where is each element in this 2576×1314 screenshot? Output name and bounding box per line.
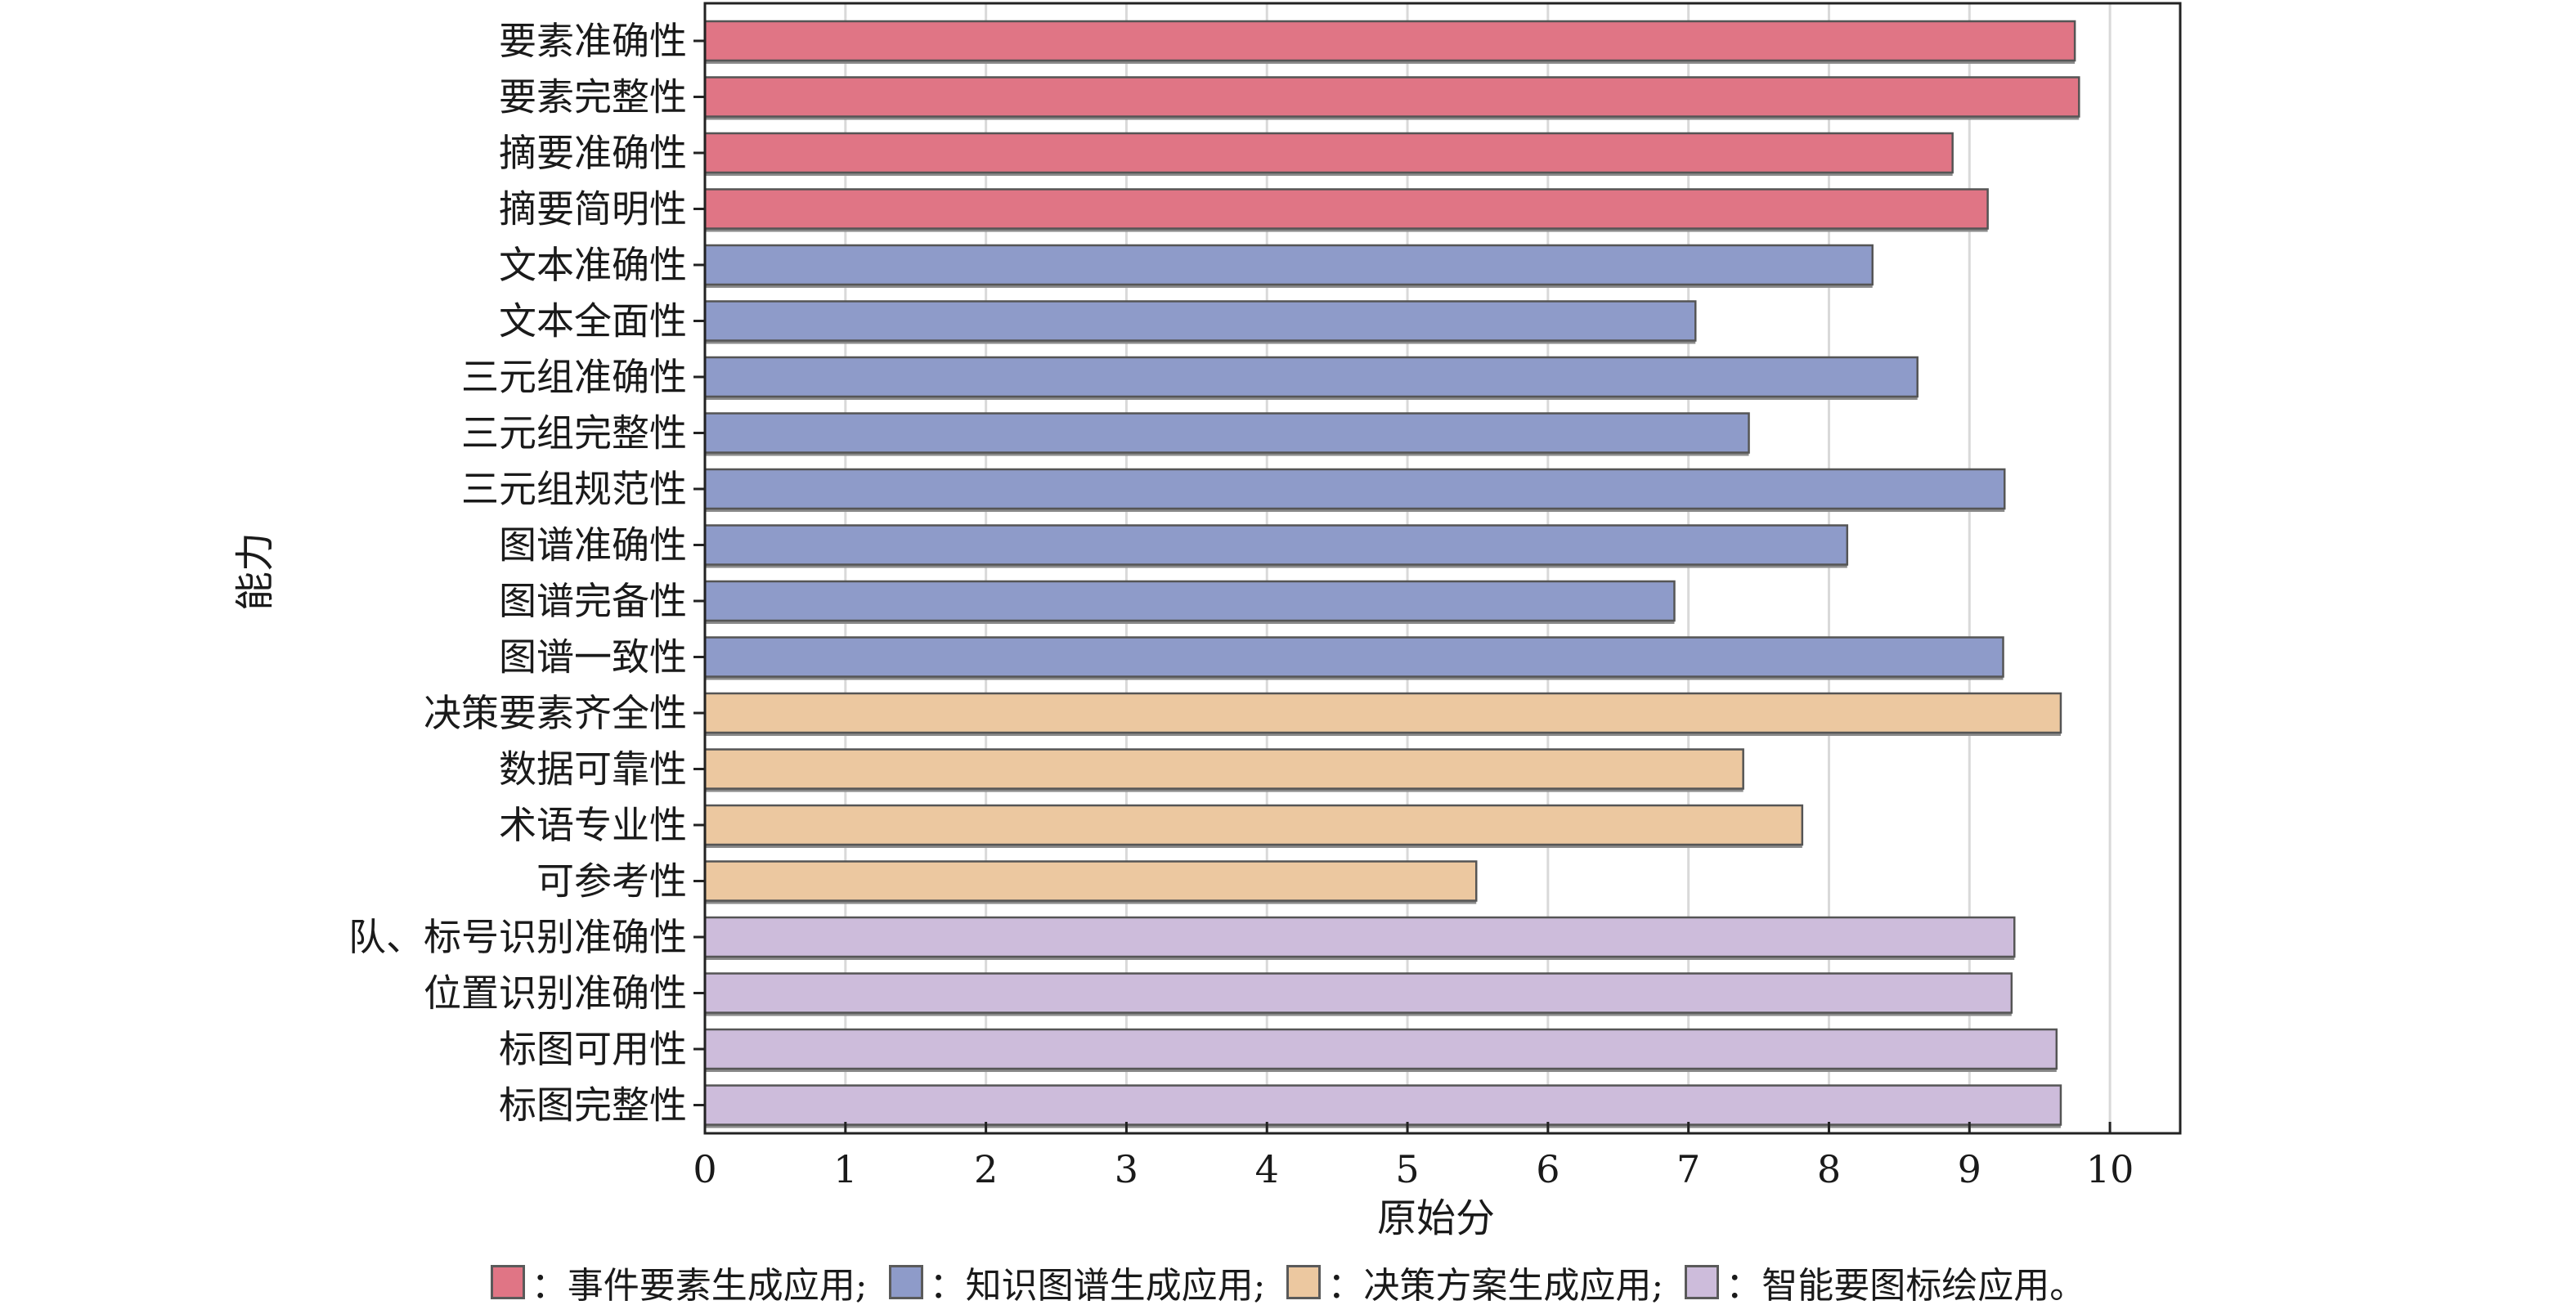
x-ticks: 0 1 2 3 4 5 6 7 8 9 10 — [693, 1122, 2134, 1191]
x-tick-label: 4 — [1255, 1147, 1279, 1191]
legend-item: ：决策方案生成应用; — [1286, 1256, 1663, 1308]
category-label: 位置识别准确性 — [424, 971, 687, 1016]
legend-label: ：知识图谱生成应用; — [929, 1265, 1266, 1307]
category-labels: 要素准确性要素完整性摘要准确性摘要简明性文本准确性文本全面性三元组准确性三元组完… — [348, 19, 705, 1128]
category-label: 术语专业性 — [499, 803, 687, 847]
y-axis-title: 能力 — [232, 532, 278, 611]
category-label: 要素完整性 — [499, 75, 687, 119]
category-label: 队、标号识别准确性 — [348, 915, 687, 959]
x-tick-label: 3 — [1115, 1147, 1138, 1191]
bar — [703, 524, 1849, 566]
bar — [703, 300, 1697, 342]
category-label: 要素准确性 — [499, 19, 687, 63]
bar — [703, 188, 1989, 230]
bar — [703, 916, 2016, 958]
legend: ：事件要素生成应用; ：知识图谱生成应用; ：决策方案生成应用; ：智能要图标绘应用。 — [0, 1256, 2576, 1308]
legend-swatch — [888, 1265, 923, 1299]
legend-item: ：事件要素生成应用; — [490, 1256, 868, 1308]
legend-item: ：知识图谱生成应用; — [888, 1256, 1266, 1308]
x-tick-label: 0 — [693, 1147, 716, 1191]
bar — [703, 244, 1874, 286]
x-tick-label: 9 — [1958, 1147, 1981, 1191]
bar — [703, 412, 1750, 454]
bar — [703, 692, 2062, 734]
legend-swatch — [490, 1265, 525, 1299]
category-label: 文本全面性 — [499, 299, 687, 343]
legend-label: ：决策方案生成应用; — [1327, 1265, 1664, 1307]
bar — [703, 1084, 2062, 1126]
bars — [703, 20, 2080, 1128]
bar — [703, 76, 2080, 118]
x-tick-label: 6 — [1536, 1147, 1560, 1191]
bar — [703, 132, 1954, 174]
category-label: 三元组规范性 — [461, 467, 687, 511]
legend-swatch — [1685, 1265, 1720, 1299]
bar — [703, 20, 2076, 62]
x-tick-label: 5 — [1395, 1147, 1419, 1191]
category-label: 标图可用性 — [499, 1027, 687, 1071]
category-label: 文本准确性 — [499, 243, 687, 287]
bar — [703, 356, 1919, 398]
bar — [703, 636, 2004, 678]
category-label: 三元组准确性 — [461, 355, 687, 399]
x-tick-label: 2 — [974, 1147, 998, 1191]
legend-label: ：智能要图标绘应用。 — [1726, 1265, 2086, 1307]
category-label: 可参考性 — [536, 859, 687, 904]
x-axis-title: 原始分 — [1377, 1195, 1495, 1241]
bar — [703, 860, 1478, 902]
bar — [703, 468, 2006, 510]
category-label: 摘要准确性 — [499, 131, 687, 175]
legend-swatch — [1286, 1265, 1322, 1299]
legend-item: ：智能要图标绘应用。 — [1685, 1256, 2085, 1308]
bar — [703, 804, 1804, 846]
category-label: 三元组完整性 — [461, 411, 687, 455]
category-label: 图谱一致性 — [499, 635, 687, 679]
legend-label: ：事件要素生成应用; — [531, 1265, 868, 1307]
x-tick-label: 10 — [2086, 1147, 2134, 1191]
category-label: 数据可靠性 — [499, 747, 687, 792]
category-label: 摘要简明性 — [499, 187, 687, 231]
category-label: 图谱完备性 — [499, 579, 687, 623]
category-label: 图谱准确性 — [499, 523, 687, 567]
bar — [703, 1028, 2058, 1070]
bar — [703, 748, 1744, 790]
x-tick-label: 1 — [833, 1147, 857, 1191]
plot-frame — [703, 2, 2182, 1135]
bar — [703, 972, 2013, 1014]
category-label: 决策要素齐全性 — [424, 691, 687, 735]
bar — [703, 580, 1676, 622]
x-tick-label: 8 — [1817, 1147, 1841, 1191]
x-tick-label: 7 — [1676, 1147, 1700, 1191]
category-label: 标图完整性 — [499, 1083, 687, 1128]
